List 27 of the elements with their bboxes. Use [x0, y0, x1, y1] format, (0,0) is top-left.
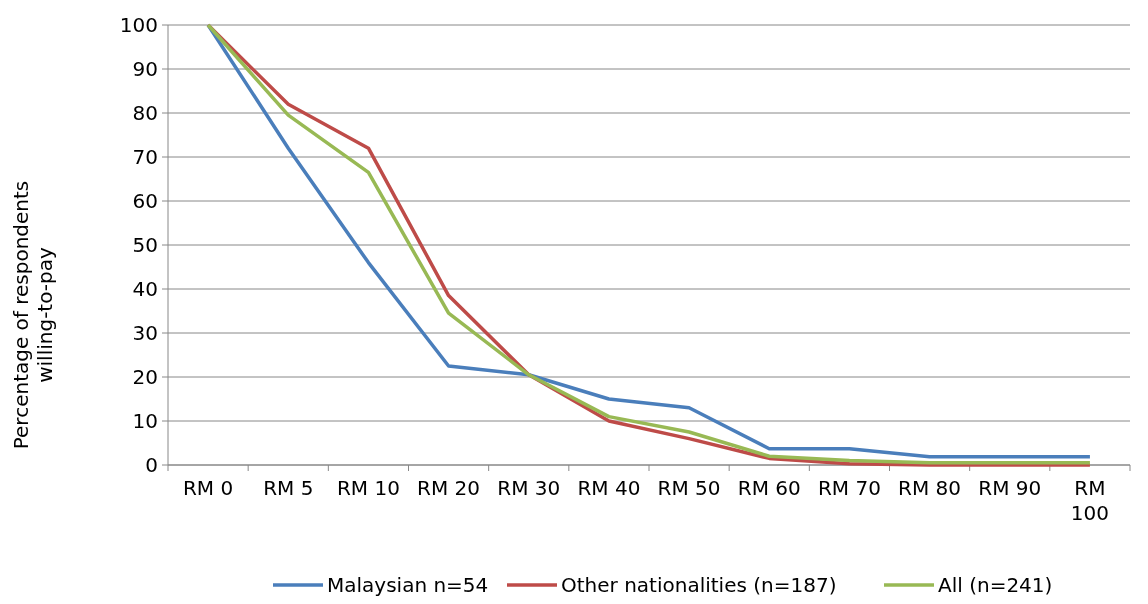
y-tick-label: 90 — [132, 57, 158, 81]
x-tick-label: RM 50 — [657, 476, 721, 500]
y-tick-label: 20 — [132, 365, 158, 389]
x-tick-label: RM 20 — [417, 476, 481, 500]
x-tick-label: RM 90 — [978, 476, 1042, 500]
legend-label: Other nationalities (n=187) — [561, 573, 837, 597]
y-axis-title: Percentage of respondents willing-to-pay — [9, 180, 57, 450]
x-tick-label: RM 60 — [737, 476, 801, 500]
x-tick-label: RM 10 — [336, 476, 400, 500]
x-tick-label: RM 30 — [497, 476, 561, 500]
y-tick-label: 50 — [132, 233, 158, 257]
x-tick-label: RM 40 — [577, 476, 641, 500]
y-tick-label: 100 — [119, 13, 158, 37]
legend-label: All (n=241) — [938, 573, 1053, 597]
x-tick-label: RM 0 — [182, 476, 234, 500]
y-tick-label: 70 — [132, 145, 158, 169]
y-tick-label: 40 — [132, 277, 158, 301]
y-tick-label: 10 — [132, 409, 158, 433]
y-tick-label: 60 — [132, 189, 158, 213]
x-tick-label: RM 80 — [898, 476, 962, 500]
y-tick-label: 80 — [132, 101, 158, 125]
legend-label: Malaysian n=54 — [327, 573, 489, 597]
x-tick-label: RM 5 — [263, 476, 314, 500]
x-tick-label: RM 100 — [1070, 476, 1110, 525]
y-tick-label: 30 — [132, 321, 158, 345]
y-tick-label: 0 — [145, 453, 158, 477]
x-tick-label: RM 70 — [817, 476, 881, 500]
